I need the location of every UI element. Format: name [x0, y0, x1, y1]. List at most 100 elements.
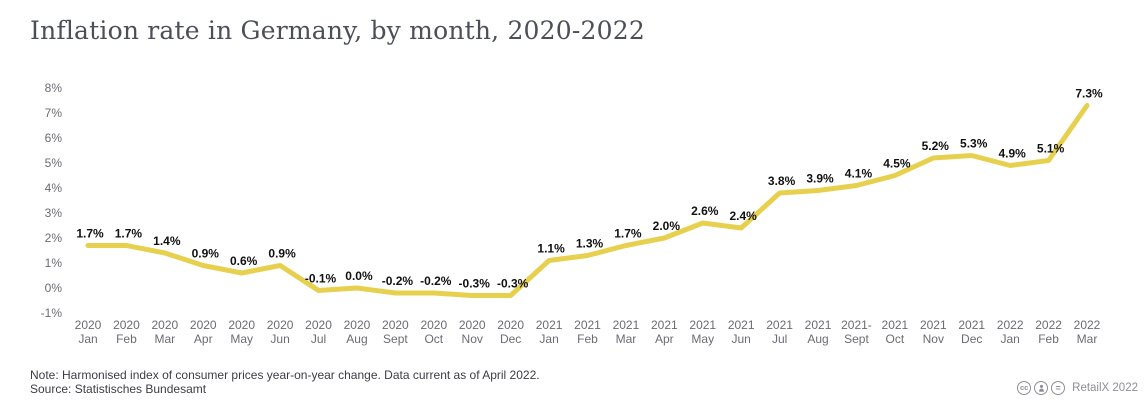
cc-nd-icon: =	[1051, 381, 1066, 395]
attribution-text: RetailX 2022	[1072, 382, 1138, 394]
data-point-label: 1.1%	[537, 242, 565, 256]
x-tick-year-label: 2020	[267, 318, 294, 332]
x-tick-year-label: 2020	[75, 318, 102, 332]
y-tick-label: 0%	[45, 281, 63, 295]
attribution-badge: cc = RetailX 2022	[1017, 381, 1138, 395]
data-point-label: -0.2%	[420, 274, 452, 288]
data-point-label: 1.4%	[153, 234, 181, 248]
x-tick-month-label: Sept	[383, 332, 408, 346]
x-tick-month-label: Nov	[462, 332, 483, 346]
data-point-label: 3.9%	[806, 172, 834, 186]
data-point-label: -0.2%	[382, 274, 414, 288]
x-tick-month-label: Oct	[424, 332, 443, 346]
chart-title: Inflation rate in Germany, by month, 202…	[30, 16, 645, 45]
data-point-label: 2.4%	[730, 209, 758, 223]
chart-source: Source: Statistisches Bundesamt	[30, 382, 207, 396]
data-point-label: 5.1%	[1037, 142, 1065, 156]
x-tick-month-label: Apr	[655, 332, 674, 346]
data-point-label: 0.9%	[268, 247, 296, 261]
x-tick-year-label: 2022	[997, 318, 1024, 332]
data-point-label: 2.6%	[691, 204, 719, 218]
inflation-line	[85, 103, 1090, 298]
x-tick-month-label: Nov	[923, 332, 944, 346]
x-tick-year-label: 2021	[728, 318, 755, 332]
x-tick-month-label: Mar	[616, 332, 637, 346]
cc-by-attribution-icon	[1034, 381, 1049, 395]
x-tick-year-label: 2020	[497, 318, 524, 332]
x-tick-month-label: Jun	[732, 332, 751, 346]
y-tick-label: 5%	[45, 156, 63, 170]
x-tick-year-label: 2021	[920, 318, 947, 332]
data-point-label: 2.0%	[653, 219, 681, 233]
data-point-label: 3.8%	[768, 174, 796, 188]
y-tick-label: 3%	[45, 206, 63, 220]
data-point-label: 0.9%	[192, 247, 220, 261]
x-tick-year-label: 2021	[766, 318, 793, 332]
x-tick-year-label: 2021	[958, 318, 985, 332]
x-tick-month-label: Feb	[116, 332, 137, 346]
x-tick-year-label: 2021	[805, 318, 832, 332]
y-tick-label: 1%	[45, 256, 63, 270]
x-tick-month-label: Jan	[1000, 332, 1019, 346]
x-tick-year-label: 2020	[190, 318, 217, 332]
x-tick-month-label: Jul	[772, 332, 787, 346]
y-tick-label: 7%	[45, 106, 63, 120]
x-tick-month-label: Mar	[155, 332, 176, 346]
data-point-label: -0.3%	[459, 277, 491, 291]
data-point-label: 1.7%	[614, 227, 642, 241]
data-point-label: 1.7%	[76, 227, 104, 241]
x-tick-month-label: Dec	[961, 332, 982, 346]
chart-note: Note: Harmonised index of consumer price…	[30, 368, 540, 382]
inflation-line-chart: 8% 7% 6% 5% 4% 3% 2% 1% 0% -1% 1.7% 1.7% 1.4% 0.9% 0.6…	[41, 81, 1103, 346]
y-tick-label: 6%	[45, 131, 63, 145]
x-tick-year-label: 2020	[113, 318, 140, 332]
x-tick-month-label: Mar	[1077, 332, 1098, 346]
data-point-label: -0.3%	[497, 277, 529, 291]
x-tick-year-label: 2020	[420, 318, 447, 332]
x-tick-year-label: 2021	[613, 318, 640, 332]
x-tick-month-label: Aug	[807, 332, 828, 346]
data-point-label: 0.0%	[345, 269, 373, 283]
x-tick-year-label: 2021	[651, 318, 678, 332]
data-point-label: 4.1%	[845, 167, 873, 181]
cc-icon: cc	[1017, 381, 1032, 395]
x-tick-month-label: May	[230, 332, 253, 346]
y-tick-label: 4%	[45, 181, 63, 195]
x-tick-month-label: Jun	[270, 332, 289, 346]
x-tick-year-label: 2020	[382, 318, 409, 332]
x-tick-month-label: Feb	[577, 332, 598, 346]
x-tick-year-label: 2020	[305, 318, 332, 332]
x-tick-month-label: May	[691, 332, 714, 346]
data-point-label: 1.7%	[115, 227, 143, 241]
x-tick-year-label: 2021	[882, 318, 909, 332]
x-tick-month-label: Aug	[346, 332, 367, 346]
x-tick-year-label: 2020	[459, 318, 486, 332]
x-tick-year-label: 2021-	[841, 318, 872, 332]
x-tick-month-label: Oct	[886, 332, 905, 346]
y-tick-label: 8%	[45, 81, 63, 95]
data-point-label: 0.6%	[230, 254, 258, 268]
data-point-label: 4.9%	[998, 147, 1026, 161]
x-tick-year-label: 2021	[574, 318, 601, 332]
data-point-label: 7.3%	[1075, 87, 1103, 101]
x-tick-month-label: Dec	[500, 332, 521, 346]
data-point-label: 4.5%	[883, 157, 911, 171]
y-tick-label: -1%	[41, 306, 63, 320]
x-tick-month-label: Jan	[539, 332, 558, 346]
x-tick-year-label: 2021	[689, 318, 716, 332]
data-point-label: 5.2%	[922, 139, 950, 153]
x-tick-month-label: Feb	[1038, 332, 1059, 346]
y-tick-label: 2%	[45, 231, 63, 245]
x-tick-year-label: 2022	[1035, 318, 1062, 332]
x-tick-month-label: Apr	[194, 332, 213, 346]
x-tick-year-label: 2021	[536, 318, 563, 332]
x-tick-year-label: 2020	[151, 318, 178, 332]
x-tick-year-label: 2020	[228, 318, 255, 332]
x-tick-year-label: 2022	[1074, 318, 1101, 332]
x-tick-month-label: Sept	[844, 332, 869, 346]
person-glyph	[1038, 384, 1044, 392]
data-point-label: 1.3%	[576, 237, 604, 251]
data-point-label: -0.1%	[305, 272, 337, 286]
x-tick-month-label: Jan	[78, 332, 97, 346]
